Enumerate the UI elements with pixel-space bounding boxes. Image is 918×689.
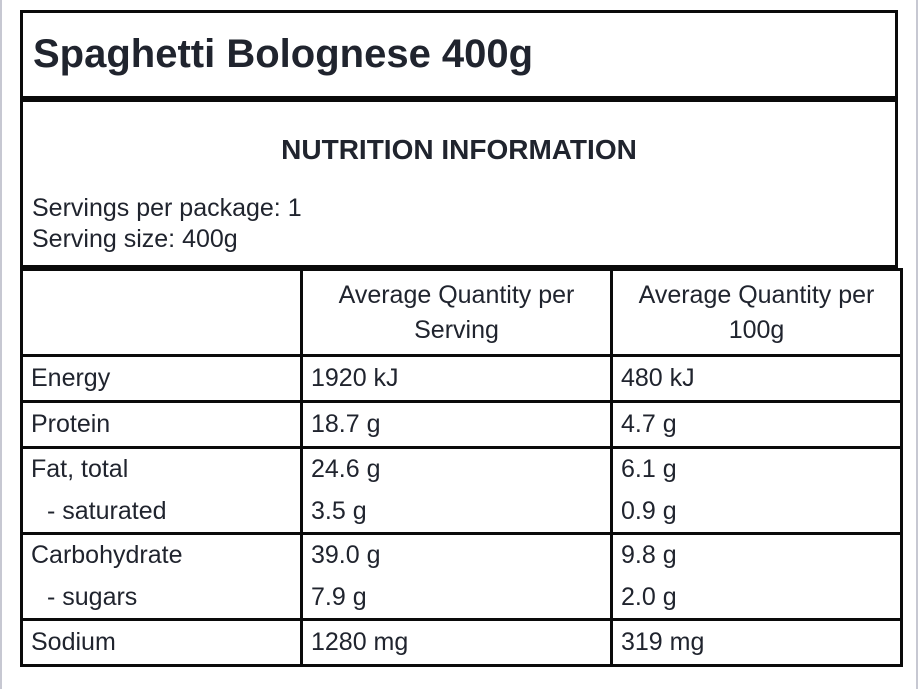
nutrient-name-cell: Carbohydrate [20, 532, 303, 577]
per-100g-value-cell: 480 kJ [610, 354, 903, 403]
table-row: - saturated 3.5 g 0.9 g [20, 490, 903, 535]
table-row: Fat, total 24.6 g 6.1 g [20, 446, 903, 491]
nutrient-column-header [20, 268, 303, 357]
nutrient-name-cell: - sugars [20, 576, 303, 621]
nutrition-info-heading: NUTRITION INFORMATION [281, 134, 637, 165]
nutrition-table: Average Quantity per Serving Average Qua… [20, 268, 903, 667]
nutrient-name-cell: Fat, total [20, 446, 303, 491]
per-100g-value-cell: 9.8 g [610, 532, 903, 577]
nutrient-name-cell: Sodium [20, 618, 303, 667]
nutrient-name-cell: Energy [20, 354, 303, 403]
per-serving-value-cell: 7.9 g [300, 576, 613, 621]
per-serving-value-cell: 3.5 g [300, 490, 613, 535]
per-100g-column-header: Average Quantity per 100g [610, 268, 903, 357]
nutrient-name-cell: - saturated [20, 490, 303, 535]
per-serving-value-cell: 1920 kJ [300, 354, 613, 403]
per-serving-value-cell: 18.7 g [300, 400, 613, 449]
table-header-row: Average Quantity per Serving Average Qua… [20, 268, 903, 357]
table-row: Protein 18.7 g 4.7 g [20, 400, 903, 449]
nutrition-info-box: NUTRITION INFORMATION Servings per packa… [20, 99, 898, 268]
table-row: Energy 1920 kJ 480 kJ [20, 354, 903, 403]
serving-info: Servings per package: 1 Serving size: 40… [32, 193, 886, 255]
per-100g-value-cell: 6.1 g [610, 446, 903, 491]
per-serving-column-header: Average Quantity per Serving [300, 268, 613, 357]
serving-size-label: Serving size: [32, 225, 176, 253]
product-title: Spaghetti Bolognese 400g [33, 32, 534, 76]
table-row: Sodium 1280 mg 319 mg [20, 618, 903, 667]
nutrient-name-cell: Protein [20, 400, 303, 449]
table-row: Carbohydrate 39.0 g 9.8 g [20, 532, 903, 577]
per-100g-value-cell: 4.7 g [610, 400, 903, 449]
servings-per-package-value: 1 [287, 194, 302, 222]
serving-size-line: Serving size: 400g [32, 224, 886, 255]
servings-per-package-line: Servings per package: 1 [32, 193, 886, 224]
per-serving-value-cell: 39.0 g [300, 532, 613, 577]
servings-per-package-label: Servings per package: [32, 194, 281, 222]
serving-size-value: 400g [182, 225, 238, 253]
per-100g-value-cell: 0.9 g [610, 490, 903, 535]
per-serving-value-cell: 1280 mg [300, 618, 613, 667]
per-100g-value-cell: 2.0 g [610, 576, 903, 621]
product-title-box: Spaghetti Bolognese 400g [20, 10, 898, 99]
per-serving-value-cell: 24.6 g [300, 446, 613, 491]
table-row: - sugars 7.9 g 2.0 g [20, 576, 903, 621]
per-100g-value-cell: 319 mg [610, 618, 903, 667]
nutrition-table-body: Energy 1920 kJ 480 kJ Protein 18.7 g 4.7 g Fat… [20, 354, 903, 667]
